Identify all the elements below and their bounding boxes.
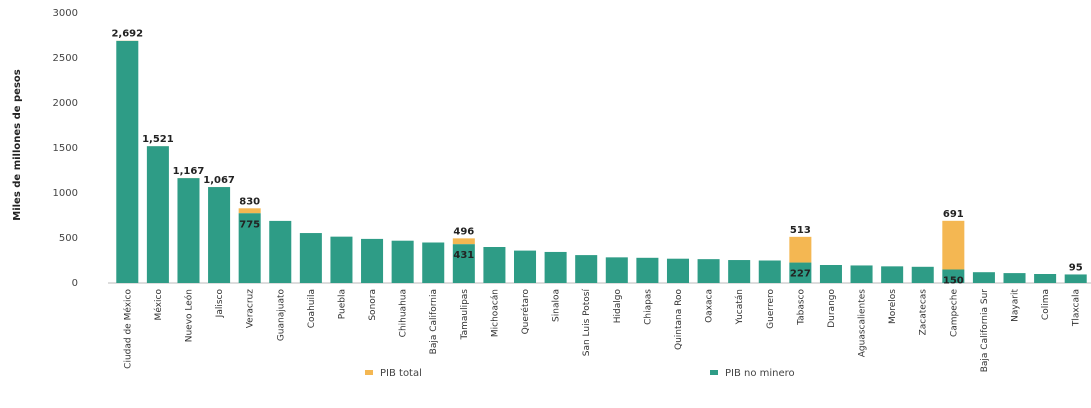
y-tick-label: 3000 <box>53 8 78 19</box>
data-label: 95 <box>1069 262 1083 273</box>
legend-label-pib-total: PIB total <box>380 368 422 379</box>
bar-pib-no-minero <box>514 250 537 283</box>
x-tick-label: Morelos <box>888 289 898 324</box>
bar-pib-no-minero <box>1034 274 1057 283</box>
bar-pib-no-minero <box>330 236 353 283</box>
bar-pib-no-minero <box>881 266 904 283</box>
data-label: 1,067 <box>203 175 235 186</box>
x-tick-label: Aguascalientes <box>858 289 868 358</box>
x-tick-label: Chihuahua <box>399 289 409 337</box>
bar-pib-no-minero <box>361 238 384 283</box>
x-tick-label: Tlaxcala <box>1072 289 1082 327</box>
bar-pib-no-minero <box>636 257 659 283</box>
bar-pib-no-minero <box>391 240 414 283</box>
data-label: 775 <box>239 219 260 230</box>
x-tick-label: Coahuila <box>307 289 317 328</box>
bar-pib-no-minero <box>544 251 567 283</box>
data-label: 1,521 <box>142 134 174 145</box>
x-tick-label: México <box>153 289 164 321</box>
bar-pib-no-minero <box>1064 274 1087 283</box>
bar-pib-no-minero <box>483 247 506 283</box>
bar-pib-no-minero <box>177 178 200 283</box>
bar-pib-no-minero <box>666 258 689 283</box>
y-tick-label: 500 <box>59 233 78 244</box>
data-label: 496 <box>453 226 474 237</box>
bar-pib-total <box>789 236 812 263</box>
x-tick-label: Oaxaca <box>705 289 715 323</box>
bar-pib-no-minero <box>911 266 934 283</box>
x-tick-label: Querétaro <box>520 289 531 335</box>
x-axis: Ciudad de México México Nuevo León Jalisco V… <box>122 289 1081 373</box>
y-tick-label: 1500 <box>53 143 78 154</box>
x-tick-label: Hidalgo <box>613 289 623 324</box>
x-tick-label: Nayarit <box>1011 289 1021 322</box>
x-tick-label: Tamaulipas <box>460 289 470 341</box>
bar-pib-no-minero <box>728 260 751 283</box>
x-tick-label: Colima <box>1041 289 1051 320</box>
x-tick-label: Baja California Sur <box>980 289 990 373</box>
x-tick-label: Guanajuato <box>276 289 286 342</box>
bar-pib-total <box>942 220 965 270</box>
x-tick-label: Durango <box>827 289 837 328</box>
y-tick-label: 2500 <box>53 53 78 64</box>
x-tick-label: San Luis Potosí <box>582 289 592 357</box>
x-tick-label: Michoacán <box>490 289 500 337</box>
data-label: 830 <box>239 196 260 207</box>
bars <box>116 40 1087 284</box>
bar-pib-no-minero <box>238 213 261 283</box>
bar-pib-total <box>238 208 261 214</box>
y-tick-label: 0 <box>72 278 78 289</box>
bar-pib-no-minero <box>605 257 628 283</box>
bar-pib-no-minero <box>575 255 598 283</box>
bar-pib-total <box>452 238 475 245</box>
x-tick-label: Quintana Roo <box>674 289 684 350</box>
bar-pib-no-minero <box>819 265 842 283</box>
x-tick-label: Sinaloa <box>552 289 562 322</box>
data-label: 691 <box>943 209 964 220</box>
bar-pib-no-minero <box>972 272 995 283</box>
bar-pib-no-minero <box>789 262 812 283</box>
data-label: 227 <box>790 269 811 280</box>
x-tick-label: Tabasco <box>796 289 806 326</box>
legend-label-pib-no-minero: PIB no minero <box>725 368 795 379</box>
x-tick-label: Zacatecas <box>919 289 929 336</box>
bar-pib-no-minero <box>208 187 231 283</box>
x-tick-label: Veracruz <box>246 289 256 329</box>
x-tick-label: Sonora <box>368 289 378 321</box>
x-tick-label: Guerrero <box>766 289 776 329</box>
data-label: 2,692 <box>111 29 143 40</box>
bar-pib-no-minero <box>758 260 781 283</box>
data-label: 1,167 <box>173 166 205 177</box>
bar-pib-no-minero <box>697 259 720 283</box>
legend: PIB total PIB no minero <box>365 368 795 379</box>
x-tick-label: Baja California <box>429 289 439 354</box>
data-label: 431 <box>453 250 474 261</box>
bar-pib-no-minero <box>422 242 445 283</box>
x-tick-label: Campeche <box>949 289 959 337</box>
data-label: 513 <box>790 225 811 236</box>
x-tick-label: Nuevo León <box>183 289 194 342</box>
bar-pib-no-minero <box>299 233 322 283</box>
bar-pib-no-minero <box>269 220 292 283</box>
bar-pib-no-minero <box>116 40 139 284</box>
x-tick-label: Ciudad de México <box>122 289 133 369</box>
y-tick-label: 1000 <box>53 188 78 199</box>
x-tick-label: Jalisco <box>215 289 225 319</box>
legend-swatch-pib-no-minero <box>710 370 718 375</box>
x-tick-label: Puebla <box>337 289 347 319</box>
y-axis-label: Miles de millones de pesos <box>12 69 23 221</box>
bar-pib-no-minero <box>1003 273 1026 283</box>
bar-pib-no-minero <box>850 265 873 283</box>
bar-pib-no-minero <box>146 146 169 283</box>
bar-pib-no-minero <box>942 269 965 283</box>
bar-pib-no-minero <box>452 244 475 283</box>
x-tick-label: Chiapas <box>643 289 653 325</box>
x-tick-label: Yucatán <box>735 289 745 325</box>
legend-swatch-pib-total <box>365 370 373 375</box>
data-label: 150 <box>943 276 964 287</box>
y-tick-label: 2000 <box>53 98 78 109</box>
